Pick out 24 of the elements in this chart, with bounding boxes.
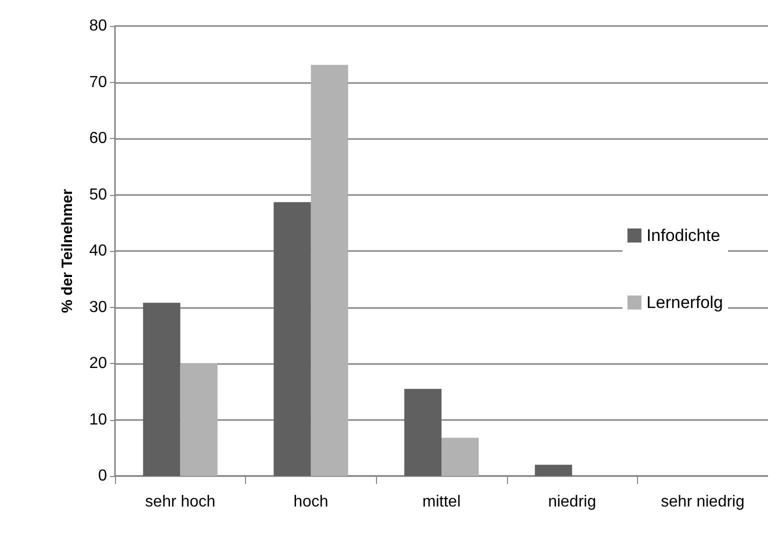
x-tick-label: mittel — [422, 494, 461, 510]
bar — [274, 202, 311, 476]
bar — [143, 302, 180, 476]
y-tick-label: 0 — [98, 468, 108, 484]
bar — [534, 464, 572, 476]
y-tick-label: 60 — [89, 130, 108, 147]
y-tick-label: 70 — [89, 74, 108, 91]
bar — [310, 64, 348, 476]
x-tick-label: sehr niedrig — [660, 494, 745, 510]
bar — [180, 364, 218, 476]
y-tick-label: 20 — [89, 355, 108, 372]
bar — [404, 388, 442, 476]
y-tick-label: 80 — [89, 18, 108, 34]
y-tick-label: 30 — [89, 298, 108, 316]
y-tick-label: 10 — [89, 411, 108, 428]
x-tick-label: sehr hoch — [145, 494, 216, 510]
x-tick-label: hoch — [294, 494, 328, 510]
bar — [442, 438, 479, 476]
legend-label: Infodichte — [646, 226, 720, 245]
y-axis-title: % der Teilnehmer — [59, 188, 76, 313]
y-tick-label: 50 — [89, 186, 108, 204]
x-tick-label: niedrig — [548, 494, 596, 510]
y-tick-label: 40 — [89, 242, 108, 260]
legend-label: Lernerfolg — [646, 293, 724, 312]
